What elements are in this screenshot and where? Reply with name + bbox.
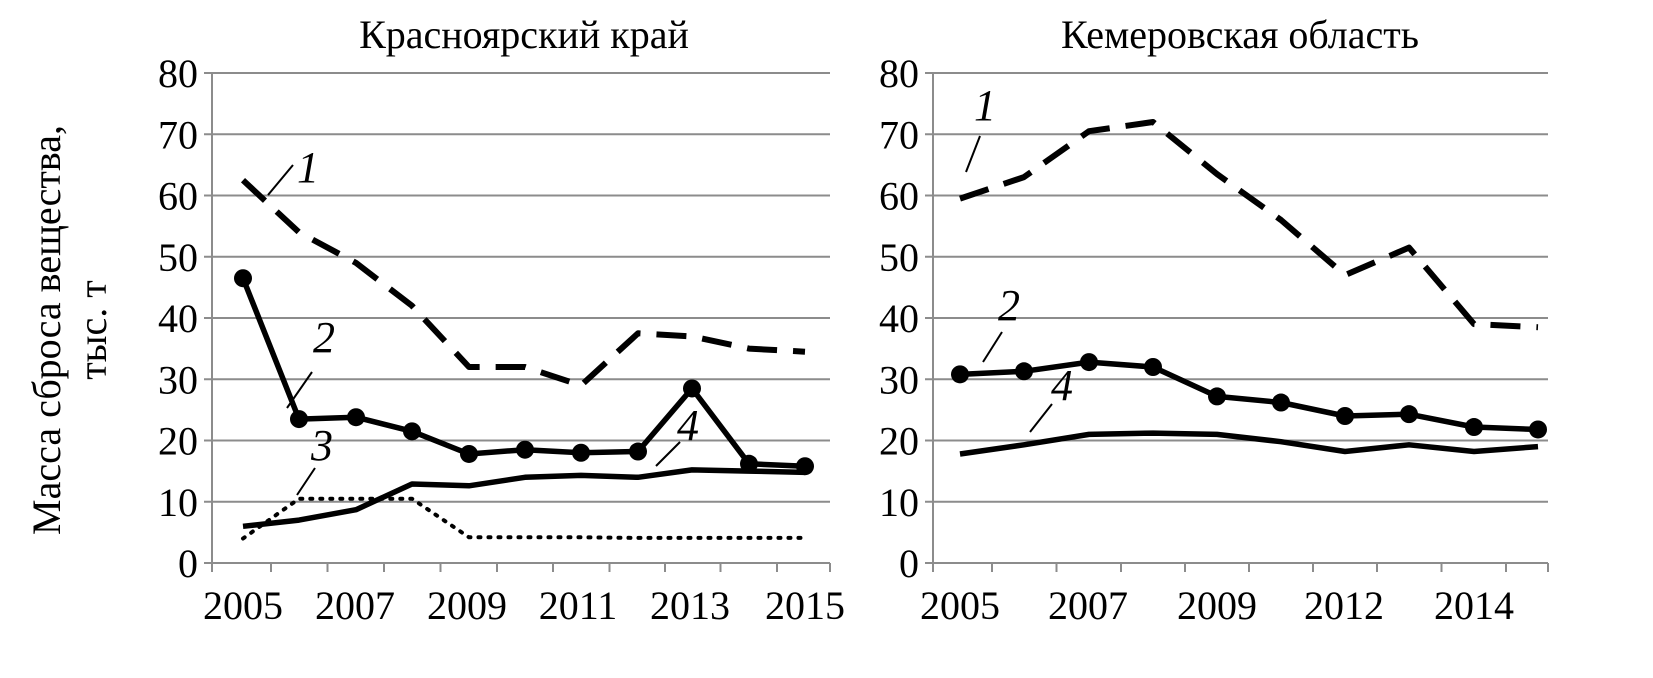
y-tick-label: 40 [879,296,919,341]
data-point [347,408,365,427]
y-axis-label-line2: тыс. т [70,280,115,380]
series-2: 2 [951,281,1547,439]
series-label-leader [982,331,1003,363]
y-tick-label: 30 [879,357,919,402]
series-label: 4 [677,401,699,450]
x-tick-label: 2007 [1048,583,1128,628]
x-tick-label: 2005 [920,583,1000,628]
series-label: 3 [310,421,333,470]
data-point [403,422,421,441]
series-1: 1 [959,81,1539,331]
y-tick-label: 40 [158,296,198,341]
series-label-leader [286,371,313,409]
x-tick-label: 2012 [1304,583,1384,628]
y-axis-label: Масса сброса вещества, тыс. т [24,125,115,535]
y-tick-label: 60 [158,174,198,219]
gridlines [933,72,1548,564]
series-line [959,119,1539,331]
series-line [959,430,1539,457]
series-3: 3 [241,421,807,541]
series-4: 4 [959,361,1539,457]
series-1: 1 [240,143,806,389]
y-tick-label: 70 [879,112,919,157]
x-tick-label: 2009 [1177,583,1257,628]
series-4: 4 [242,401,806,530]
series-label: 1 [297,143,319,192]
data-point [1144,358,1162,376]
data-point [460,444,478,463]
y-tick-label: 0 [899,541,919,586]
y-tick-label: 80 [158,51,198,96]
data-point [516,440,534,459]
series-label-leader [267,164,294,196]
chart-title: Кемеровская область [1061,12,1419,57]
series-2: 2 [234,269,814,476]
y-tick-label: 30 [158,357,198,402]
series-label-leader [655,441,681,467]
series-label-leader [965,135,981,173]
x-tick-label: 2013 [650,583,730,628]
series-label: 2 [313,313,335,362]
y-tick-label: 50 [158,235,198,280]
data-point [1529,420,1547,439]
chart-title: Красноярский край [359,12,689,57]
data-point [629,442,647,461]
series-label: 1 [974,81,996,130]
chart-kemerovo: 0 10 20 30 40 50 60 70 80 2005 2007 2009 2012 2014 Кем… [879,12,1549,628]
y-tick-label: 60 [879,174,919,219]
x-tick-label: 2005 [203,583,283,628]
x-tick-label: 2007 [315,583,395,628]
data-point [1465,418,1483,437]
data-point [290,410,308,429]
data-point [1336,407,1354,425]
x-tick-label: 2011 [539,583,618,628]
y-tick-label: 20 [879,419,919,464]
series-label: 2 [998,281,1020,330]
y-tick-label: 50 [879,235,919,280]
y-tick-label: 10 [158,480,198,525]
y-tick-label: 80 [879,51,919,96]
data-point [951,365,969,384]
y-tick-label: 10 [879,480,919,525]
data-point [1400,405,1418,424]
series-label: 4 [1051,361,1073,410]
data-point [1208,387,1226,406]
data-point [234,269,252,288]
data-point [1080,353,1098,372]
x-tick-label: 2015 [765,583,845,628]
y-tick-label: 0 [178,541,198,586]
series-label-leader [1029,403,1053,433]
y-axis-label-line1: Масса сброса вещества, [24,125,69,535]
series-line [242,467,806,530]
y-tick-label: 20 [158,419,198,464]
data-point [683,379,701,398]
data-point [1015,362,1033,381]
chart-krasnoyarsk: 0 10 20 30 40 50 60 70 80 2005 2007 2009 2011 2013 201… [158,12,845,628]
data-point [1272,393,1290,412]
x-tick-label: 2014 [1434,583,1514,628]
y-tick-label: 70 [158,112,198,157]
series-line [240,178,806,389]
gridlines [212,72,830,564]
x-tick-label: 2009 [427,583,507,628]
series-line [959,359,1539,433]
data-point [572,443,590,462]
series-label-leader [296,467,316,496]
series-line [241,496,807,541]
